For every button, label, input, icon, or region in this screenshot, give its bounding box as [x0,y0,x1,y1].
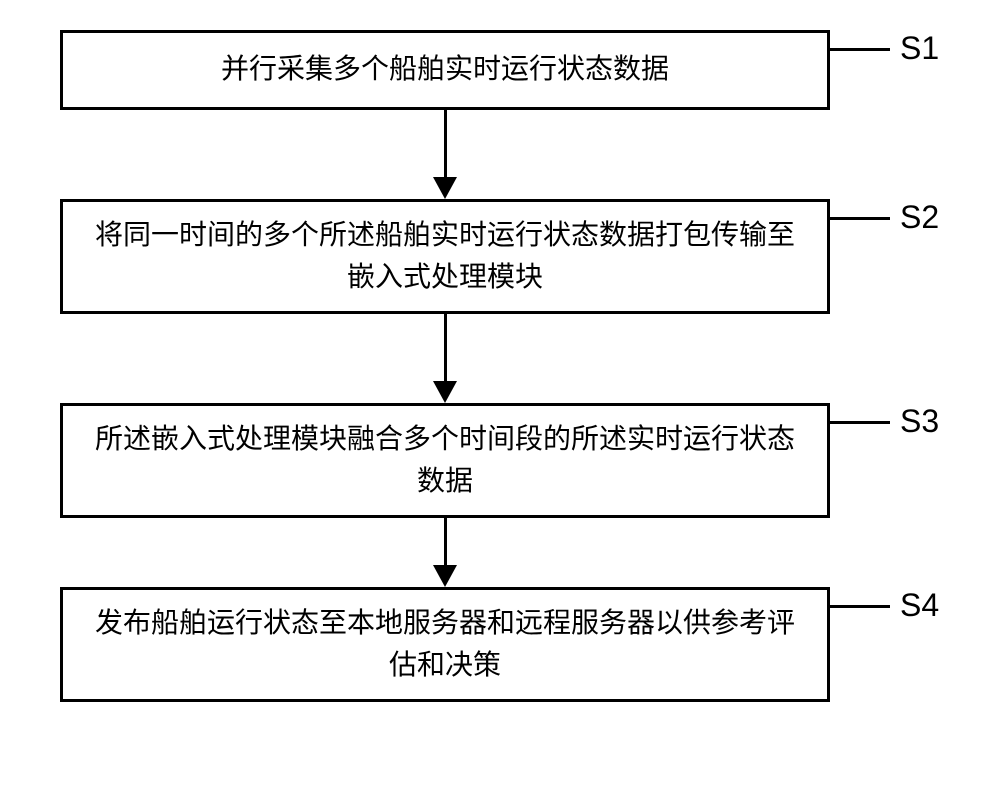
step-label-s3: S3 [900,403,939,440]
step-box-s1: 并行采集多个船舶实时运行状态数据 [60,30,830,110]
step-box-s2: 将同一时间的多个所述船舶实时运行状态数据打包传输至嵌入式处理模块 [60,199,830,314]
step-text: 发布船舶运行状态至本地服务器和远程服务器以供参考评估和决策 [93,603,797,687]
step-connector-s2 [830,217,890,220]
step-s4: 发布船舶运行状态至本地服务器和远程服务器以供参考评估和决策 S4 [60,587,940,702]
step-box-s4: 发布船舶运行状态至本地服务器和远程服务器以供参考评估和决策 [60,587,830,702]
arrow-head-icon [433,565,457,587]
step-s1: 并行采集多个船舶实时运行状态数据 S1 [60,30,940,110]
arrow-s2-s3 [60,314,830,403]
step-box-s3: 所述嵌入式处理模块融合多个时间段的所述实时运行状态数据 [60,403,830,518]
step-s2: 将同一时间的多个所述船舶实时运行状态数据打包传输至嵌入式处理模块 S2 [60,199,940,314]
arrow-s1-s2 [60,110,830,199]
step-connector-s1 [830,48,890,51]
step-s3: 所述嵌入式处理模块融合多个时间段的所述实时运行状态数据 S3 [60,403,940,518]
arrow-head-icon [433,381,457,403]
step-connector-s4 [830,605,890,608]
step-label-s4: S4 [900,587,939,624]
step-text: 并行采集多个船舶实时运行状态数据 [221,49,669,91]
arrow-shaft [444,518,447,566]
step-text: 将同一时间的多个所述船舶实时运行状态数据打包传输至嵌入式处理模块 [93,215,797,299]
arrow-shaft [444,110,447,178]
arrow-head-icon [433,177,457,199]
flowchart-container: 并行采集多个船舶实时运行状态数据 S1 将同一时间的多个所述船舶实时运行状态数据… [60,30,940,702]
step-text: 所述嵌入式处理模块融合多个时间段的所述实时运行状态数据 [93,419,797,503]
step-label-s2: S2 [900,199,939,236]
arrow-s3-s4 [60,518,830,587]
step-label-s1: S1 [900,30,939,67]
arrow-shaft [444,314,447,382]
step-connector-s3 [830,421,890,424]
